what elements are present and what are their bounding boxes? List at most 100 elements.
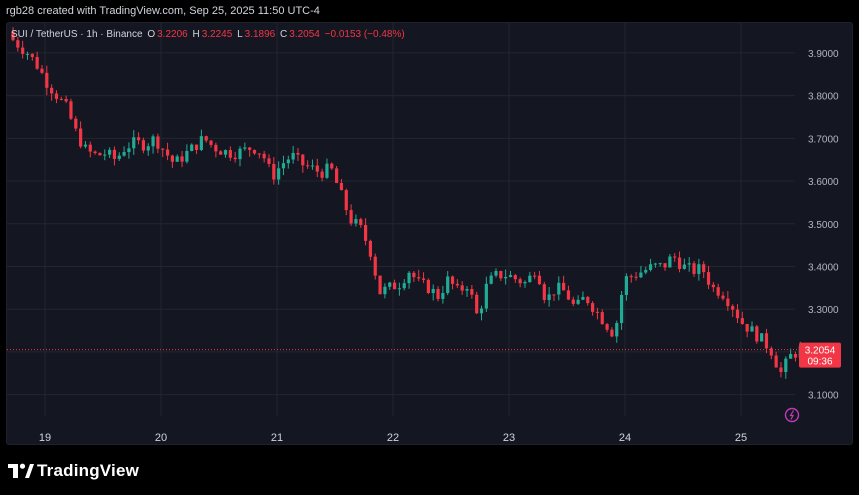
candle-body [136, 137, 141, 141]
alert-clock-icon[interactable] [784, 407, 800, 423]
candle-body [228, 150, 232, 158]
candle-body [310, 165, 315, 167]
candle-body [248, 147, 252, 150]
candle-body [494, 271, 498, 276]
candle-body [692, 263, 696, 274]
candle-body [64, 99, 68, 102]
candle-body [272, 163, 276, 180]
candle-body [98, 153, 102, 156]
candle-body [417, 277, 421, 279]
candle-body [436, 288, 440, 299]
candle-body [199, 136, 203, 150]
candle-body [726, 298, 730, 307]
candle-body [30, 53, 34, 57]
candle-body [373, 256, 377, 276]
candle-body [508, 275, 513, 277]
candle-body [161, 148, 165, 150]
candle-body [301, 154, 305, 166]
price-chart[interactable]: 3.9000 3.8000 3.7000 3.6000 3.5000 3.4000 3.30… [7, 23, 853, 445]
candle-body [668, 256, 672, 268]
candle-body [320, 171, 324, 178]
candle-body [296, 152, 300, 155]
candle-body [566, 290, 571, 300]
candle-body [479, 308, 484, 314]
candle-body [591, 303, 595, 312]
candle-body [170, 155, 174, 162]
brand-name: TradingView [37, 461, 140, 480]
legend-change: −0.0153 (−0.48%) [324, 29, 405, 40]
x-tick-label: 23 [503, 432, 515, 444]
candle-body [547, 294, 551, 300]
candle-body [745, 323, 749, 332]
candle-body [504, 276, 508, 279]
x-tick-label: 19 [39, 432, 51, 444]
candle-body [50, 87, 54, 94]
candle-body [344, 190, 348, 211]
candle-body [103, 154, 107, 156]
candle-body [619, 294, 624, 324]
legend-close-label: C [280, 29, 288, 40]
candle-body [586, 296, 590, 304]
candle-body [112, 149, 117, 159]
candle-body [673, 256, 677, 258]
candle-body [552, 294, 556, 296]
candle-body [489, 275, 493, 284]
candle-body [262, 153, 266, 159]
candle-body [470, 289, 474, 295]
candle-body [209, 140, 213, 145]
candle-body [784, 358, 788, 373]
x-tick-label: 25 [735, 432, 747, 444]
candle-body [764, 333, 769, 349]
candle-body [595, 311, 600, 313]
candle-body [658, 263, 662, 265]
candle-body [431, 288, 435, 294]
candle-body [69, 101, 73, 119]
y-tick-label: 3.1000 [808, 391, 839, 402]
price-tag-value: 3.2054 [805, 346, 836, 357]
candle-body [21, 47, 25, 54]
candle-body [562, 282, 566, 291]
candle-body [513, 275, 517, 280]
candle-body [363, 225, 368, 241]
candle-body [702, 264, 706, 273]
candle-body [412, 272, 416, 278]
candle-body [132, 137, 136, 149]
candle-body [460, 285, 464, 291]
candle-body [421, 278, 426, 280]
candle-body [325, 163, 329, 178]
candle-body [306, 165, 310, 167]
candle-body [108, 149, 112, 155]
candle-body [615, 323, 619, 337]
y-tick-label: 3.5000 [808, 220, 839, 231]
chart-panel[interactable]: 3.9000 3.8000 3.7000 3.6000 3.5000 3.4000 3.30… [6, 22, 853, 445]
candle-body [755, 326, 759, 342]
candle-body [634, 276, 638, 278]
candle-body [576, 299, 580, 304]
legend-high-value: 3.2245 [201, 29, 233, 40]
candle-body [446, 276, 450, 294]
candle-body [74, 118, 78, 129]
candle-body [354, 219, 358, 224]
candle-body [610, 329, 614, 337]
candle-body [35, 56, 39, 69]
candle-body [402, 283, 406, 289]
tradingview-logo-icon [8, 463, 34, 478]
candle-body [185, 150, 189, 162]
candle-body [605, 324, 609, 330]
candle-body [335, 168, 339, 183]
candle-body [455, 283, 459, 286]
candle-body [223, 150, 228, 155]
candle-body [378, 275, 382, 295]
candle-body [600, 312, 604, 325]
candle-body [779, 367, 783, 373]
candle-body [214, 144, 218, 152]
candle-body [465, 289, 469, 291]
price-tag[interactable] [799, 342, 841, 368]
candle-body [204, 136, 208, 141]
top-bar: rgb28 created with TradingView.com, Sep … [0, 0, 859, 22]
candle-body [760, 333, 764, 342]
candle-body [194, 144, 199, 150]
y-tick-label: 3.6000 [808, 177, 839, 188]
candle-body [731, 306, 735, 310]
candle-body [740, 318, 744, 324]
